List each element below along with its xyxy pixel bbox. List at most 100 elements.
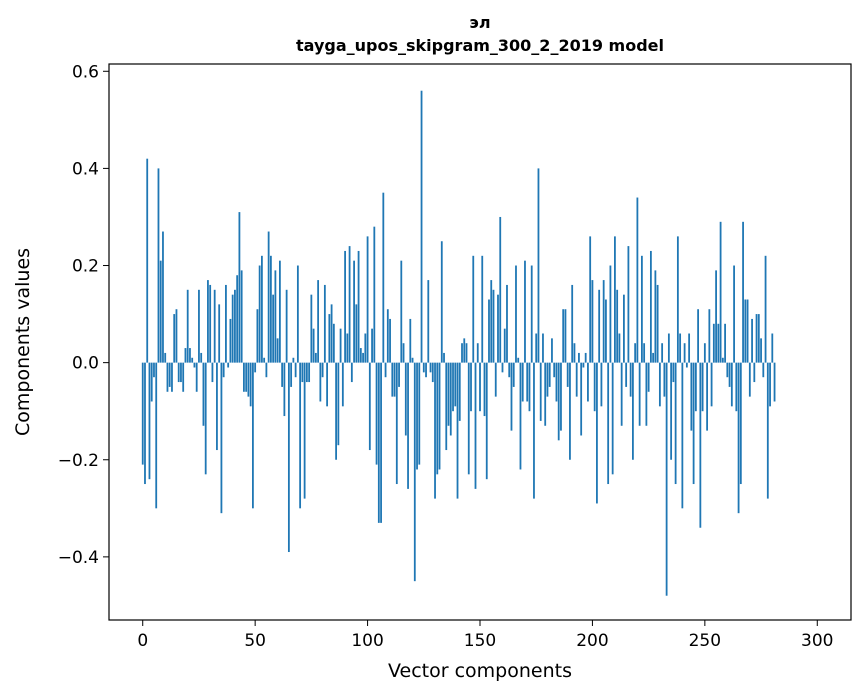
bar-116 bbox=[402, 343, 405, 363]
bar-78 bbox=[317, 280, 320, 363]
bar-187 bbox=[562, 309, 565, 363]
bar-155 bbox=[490, 280, 493, 363]
bar-62 bbox=[281, 362, 284, 387]
bar-123 bbox=[418, 362, 421, 465]
bar-41 bbox=[234, 289, 236, 363]
bar-86 bbox=[335, 362, 337, 460]
bar-82 bbox=[326, 362, 328, 407]
bar-164 bbox=[510, 362, 513, 431]
bar-125 bbox=[422, 362, 425, 373]
bar-259 bbox=[724, 323, 726, 363]
bar-170 bbox=[524, 260, 526, 363]
bar-206 bbox=[605, 299, 607, 363]
bar-161 bbox=[503, 328, 506, 363]
bar-101 bbox=[368, 362, 371, 451]
x-tick-label: 200 bbox=[576, 631, 608, 651]
bar-4 bbox=[150, 362, 153, 402]
y-axis-ticks: −0.4 −0.2 0.0 0.2 0.4 0.6 bbox=[58, 62, 109, 568]
bar-47 bbox=[247, 362, 250, 397]
bar-118 bbox=[407, 362, 409, 489]
bar-23 bbox=[193, 362, 196, 368]
bar-158 bbox=[497, 294, 499, 363]
bar-217 bbox=[629, 362, 632, 397]
bar-172 bbox=[528, 362, 531, 412]
bar-279 bbox=[769, 362, 771, 407]
bar-91 bbox=[346, 333, 349, 363]
bar-201 bbox=[593, 362, 596, 412]
bar-114 bbox=[398, 362, 400, 387]
y-tick-label: −0.4 bbox=[58, 548, 99, 568]
bar-10 bbox=[164, 352, 167, 363]
bar-134 bbox=[443, 352, 445, 363]
bar-239 bbox=[679, 333, 682, 363]
bar-225 bbox=[647, 362, 650, 392]
bar-142 bbox=[461, 343, 463, 363]
bar-229 bbox=[656, 284, 659, 363]
bar-252 bbox=[708, 309, 711, 363]
bar-226 bbox=[649, 250, 652, 363]
bar-240 bbox=[681, 362, 684, 509]
bar-35 bbox=[220, 362, 223, 514]
bar-36 bbox=[222, 362, 225, 378]
bar-141 bbox=[458, 362, 461, 421]
bar-244 bbox=[690, 362, 693, 431]
bar-271 bbox=[751, 318, 753, 363]
bar-254 bbox=[712, 323, 715, 363]
bar-266 bbox=[739, 362, 742, 485]
bar-75 bbox=[310, 294, 313, 363]
bar-257 bbox=[719, 221, 722, 363]
x-tick-label: 250 bbox=[689, 631, 721, 651]
bar-110 bbox=[389, 318, 391, 363]
bar-175 bbox=[535, 333, 538, 363]
bar-197 bbox=[584, 352, 587, 363]
bar-260 bbox=[726, 362, 729, 378]
bar-128 bbox=[429, 362, 432, 373]
bar-181 bbox=[548, 362, 551, 387]
bar-42 bbox=[236, 275, 239, 363]
bar-200 bbox=[591, 280, 594, 363]
bar-184 bbox=[555, 362, 558, 402]
bar-28 bbox=[204, 362, 207, 475]
bar-109 bbox=[386, 309, 389, 363]
bar-127 bbox=[427, 280, 430, 363]
bar-235 bbox=[670, 362, 673, 460]
bar-14 bbox=[173, 314, 176, 363]
bar-166 bbox=[515, 265, 517, 363]
bar-207 bbox=[607, 362, 610, 485]
bar-273 bbox=[755, 314, 758, 363]
bar-147 bbox=[472, 255, 475, 363]
bar-278 bbox=[766, 362, 769, 499]
bar-231 bbox=[661, 343, 664, 363]
bar-43 bbox=[238, 212, 241, 363]
bar-224 bbox=[645, 362, 648, 426]
bar-96 bbox=[357, 250, 360, 363]
bar-228 bbox=[654, 270, 657, 363]
chart-title: эл bbox=[469, 13, 490, 32]
bar-219 bbox=[634, 343, 637, 363]
bar-74 bbox=[308, 362, 311, 383]
bar-192 bbox=[573, 343, 576, 363]
bar-0 bbox=[141, 362, 144, 465]
bar-97 bbox=[359, 348, 362, 363]
bar-196 bbox=[582, 362, 585, 368]
bar-68 bbox=[294, 362, 297, 378]
bar-270 bbox=[748, 362, 751, 397]
y-tick-label: 0.6 bbox=[72, 62, 99, 82]
bar-93 bbox=[350, 362, 353, 383]
bar-216 bbox=[627, 246, 630, 363]
bar-139 bbox=[454, 362, 457, 407]
bar-12 bbox=[168, 362, 171, 387]
bar-268 bbox=[744, 299, 747, 363]
bar-102 bbox=[371, 328, 373, 363]
bar-52 bbox=[258, 265, 261, 363]
bar-19 bbox=[184, 348, 187, 363]
bar-152 bbox=[483, 362, 486, 417]
bar-140 bbox=[456, 362, 459, 499]
bar-162 bbox=[506, 284, 508, 363]
bar-103 bbox=[373, 226, 376, 363]
bar-176 bbox=[537, 168, 540, 363]
bar-73 bbox=[305, 362, 308, 383]
bar-133 bbox=[440, 241, 443, 363]
bar-51 bbox=[256, 309, 259, 363]
